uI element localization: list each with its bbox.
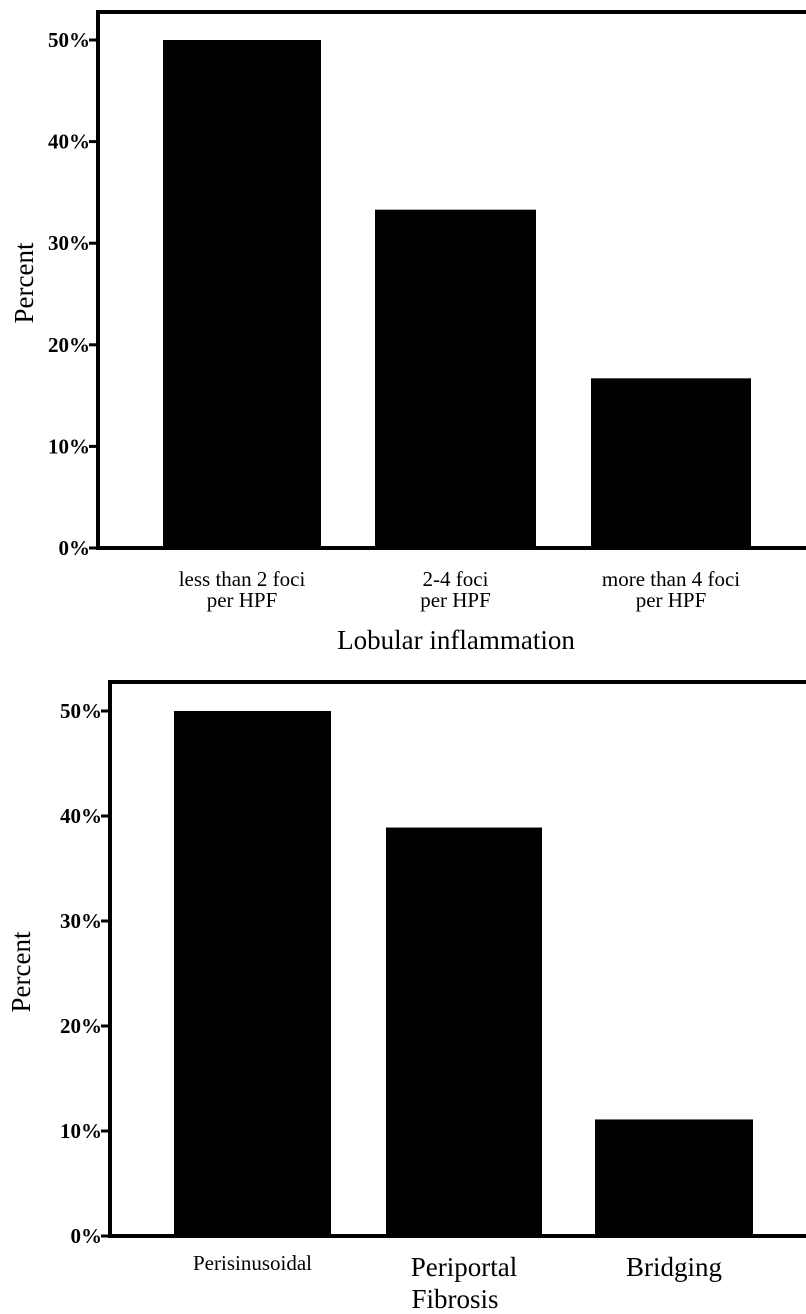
x-category-label: less than 2 foci per HPF [179, 567, 306, 612]
y-tick-label: 10% [60, 1119, 102, 1143]
y-tick-label: 40% [48, 130, 90, 154]
x-category-label: Perisinusoidal [193, 1251, 312, 1275]
y-tick-label: 50% [48, 28, 90, 52]
bar-1 [163, 40, 321, 548]
x-category-label: more than 4 foci per HPF [602, 567, 740, 612]
bar-2 [375, 209, 536, 548]
x-axis-title: Lobular inflammation [337, 625, 575, 655]
x-category-label: Bridging [626, 1252, 722, 1282]
y-tick-label: 20% [60, 1014, 102, 1038]
bar-3 [591, 378, 751, 548]
bar-2 [386, 827, 542, 1236]
fibrosis-chart: 0% 10% 20% 30% 40% 50% Perisinusoidal Periporta… [6, 680, 806, 1314]
y-tick-label: 0% [71, 1224, 103, 1248]
x-category-label: 2-4 foci per HPF [420, 567, 491, 612]
y-tick-label: 0% [59, 536, 91, 560]
y-tick-label: 20% [48, 333, 90, 357]
y-tick-label: 30% [60, 909, 102, 933]
y-tick-label: 50% [60, 699, 102, 723]
x-category-label: Periportal [411, 1252, 517, 1282]
y-tick-label: 30% [48, 231, 90, 255]
bar-1 [174, 711, 331, 1236]
y-axis-title: Percent [9, 242, 39, 323]
y-tick-label: 40% [60, 804, 102, 828]
lobular-inflammation-chart: 0% 10% 20% 30% 40% 50% less than 2 foci per HPF… [9, 10, 806, 655]
y-axis-title: Percent [6, 931, 36, 1012]
y-tick-label: 10% [48, 434, 90, 458]
x-axis-title: Fibrosis [411, 1284, 498, 1314]
bar-3 [595, 1119, 753, 1236]
